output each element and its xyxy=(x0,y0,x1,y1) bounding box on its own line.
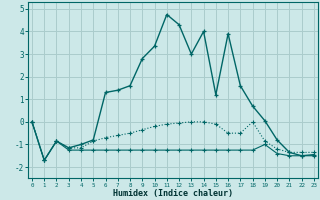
X-axis label: Humidex (Indice chaleur): Humidex (Indice chaleur) xyxy=(113,189,233,198)
